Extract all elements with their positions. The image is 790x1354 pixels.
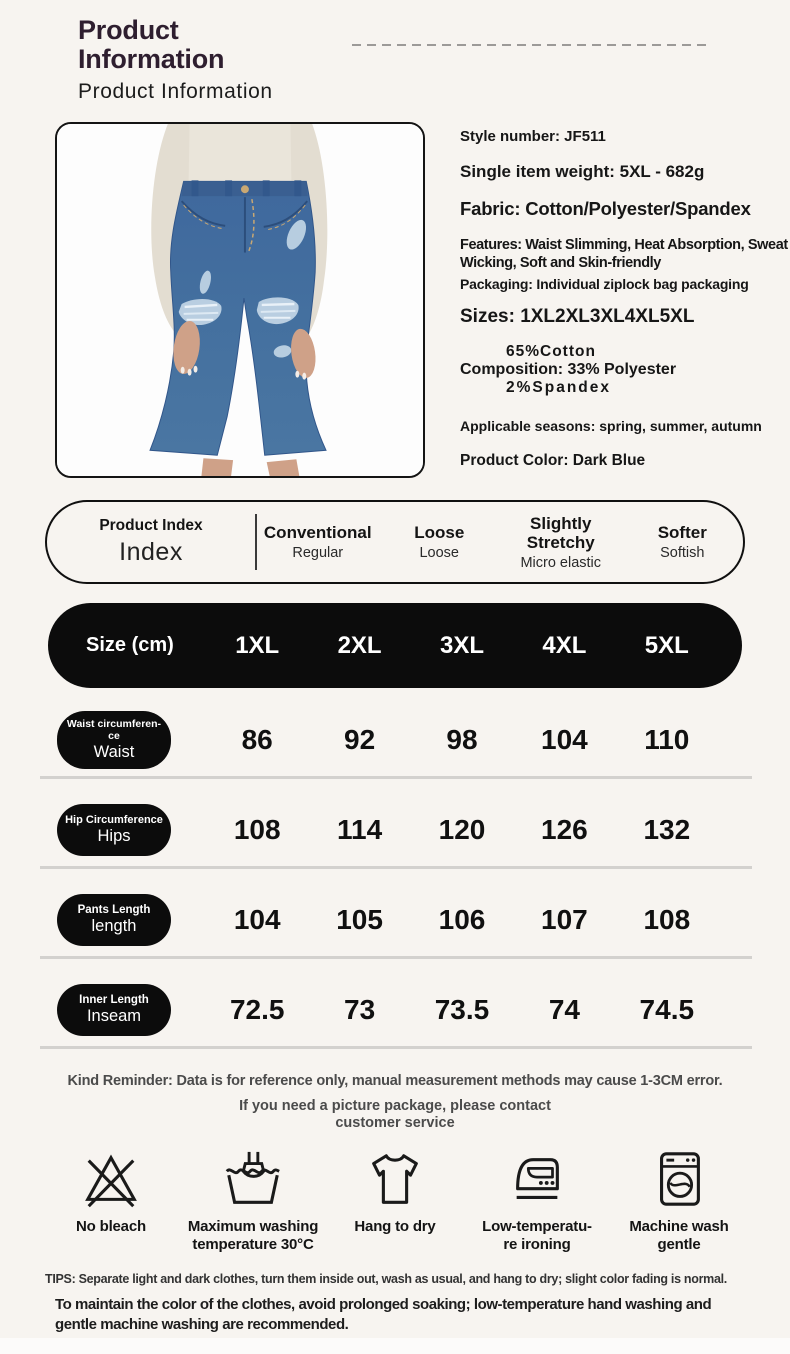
care-washing-temperature: Maximum washing temperature 30°C <box>182 1147 324 1253</box>
row-divider <box>40 1046 752 1049</box>
features: Features: Waist Slimming, Heat Absorptio… <box>460 237 788 271</box>
sizes-list: Sizes: 1XL2XL3XL4XL5XL <box>460 306 695 327</box>
no-bleach-icon <box>85 1154 137 1208</box>
index-col-softer: Softer Softish <box>657 523 707 561</box>
size-5xl: 5XL <box>644 631 689 659</box>
applicable-seasons: Applicable seasons: spring, summer, autu… <box>460 418 762 434</box>
care-no-bleach: No bleach <box>40 1147 182 1253</box>
composition: 65%Cotton Composition: 33% Polyester 2%S… <box>460 343 677 396</box>
low-temperature-iron-icon <box>516 1158 559 1199</box>
packaging: Packaging: Individual ziplock bag packag… <box>460 276 749 292</box>
size-3xl: 3XL <box>439 631 484 659</box>
jeans-photo-illustration <box>57 124 423 476</box>
index-col-stretch: Slightly Stretchy Micro elastic <box>520 513 602 571</box>
style-number: Style number: JF511 <box>460 128 606 145</box>
care-hang-dry: Hang to dry <box>324 1147 466 1253</box>
maintenance-note: To maintain the color of the clothes, av… <box>55 1296 712 1333</box>
waist-label-pill: Waist circumferen- ce Waist <box>57 711 171 769</box>
index-col-loose: Loose Loose <box>414 523 465 561</box>
fabric: Fabric: Cotton/Polyester/Spandex <box>460 198 751 219</box>
product-photo <box>55 122 425 478</box>
index-header-cell: Product Index Index <box>99 517 203 566</box>
index-divider <box>255 514 257 570</box>
table-row-waist: Waist circumferen- ce Waist 86 92 98 104… <box>48 703 742 777</box>
page-subtitle: Product Information <box>78 80 273 103</box>
size-1xl: 1XL <box>235 631 280 659</box>
row-divider <box>40 866 752 869</box>
page-title: Product Information <box>78 15 225 74</box>
table-row-inseam: Inner Length Inseam 72.5 73 73.5 74 74.5 <box>48 973 742 1047</box>
dashed-separator <box>352 44 710 46</box>
contact-note: If you need a picture package, please co… <box>239 1098 551 1131</box>
tips-line: TIPS: Separate light and dark clothes, t… <box>45 1272 727 1286</box>
kind-reminder: Kind Reminder: Data is for reference onl… <box>67 1073 723 1089</box>
hips-label-pill: Hip Circumference Hips <box>57 804 171 856</box>
product-color: Product Color: Dark Blue <box>460 452 646 469</box>
bottom-band <box>0 1338 790 1354</box>
length-label-pill: Pants Length length <box>57 894 171 946</box>
care-low-iron: Low-temperatu-re ironing <box>466 1147 608 1253</box>
size-2xl: 2XL <box>337 631 382 659</box>
index-col-conventional: Conventional Regular <box>263 523 372 561</box>
care-machine-wash: Machine wash gentle <box>608 1147 750 1253</box>
machine-wash-icon <box>660 1152 700 1206</box>
size-cm-label: Size (cm) <box>86 634 174 656</box>
table-row-length: Pants Length length 104 105 106 107 108 <box>48 883 742 957</box>
size-4xl: 4XL <box>542 631 587 659</box>
item-weight: Single item weight: 5XL - 682g <box>460 162 705 181</box>
product-index-table: Product Index Index Conventional Regular… <box>45 500 745 584</box>
row-divider <box>40 956 752 959</box>
row-divider <box>40 776 752 779</box>
product-details: Style number: JF511 Single item weight: … <box>460 122 788 478</box>
size-table-header: Size (cm) 1XL 2XL 3XL 4XL 5XL <box>48 603 742 688</box>
table-row-hips: Hip Circumference Hips 108 114 120 126 1… <box>48 793 742 867</box>
care-instructions: No bleach Maximum washing temperature 30°… <box>40 1147 750 1253</box>
washing-temperature-icon <box>225 1151 280 1204</box>
hang-to-dry-icon <box>372 1154 418 1204</box>
inseam-label-pill: Inner Length Inseam <box>57 984 171 1036</box>
